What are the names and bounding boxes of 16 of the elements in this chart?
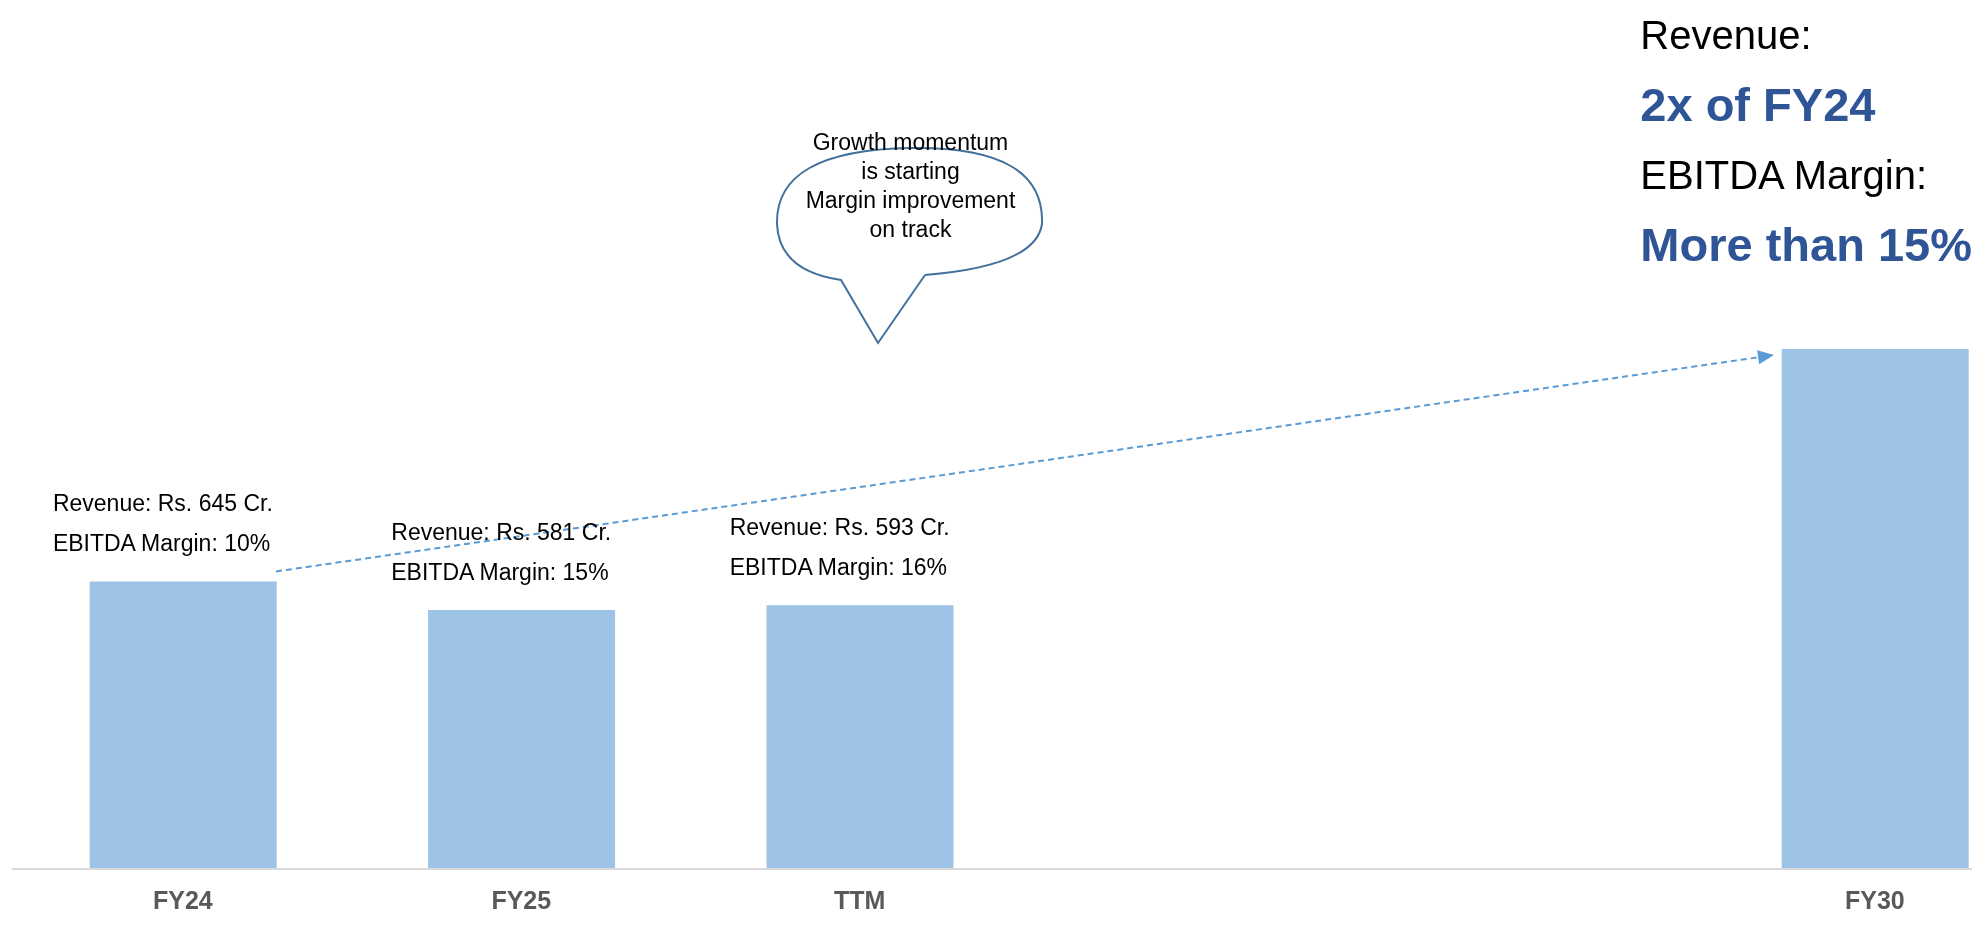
text: 2x of FY24 [1640, 77, 1877, 133]
bar [766, 605, 954, 869]
x-tick-label: FY30 [1845, 885, 1905, 914]
text: EBITDA Margin: [1640, 152, 1929, 199]
annotation: Revenue: Rs. 645 Cr. EBITDA Margin: 10% [52, 489, 273, 559]
text: Growth momentum is starting Margin improvement on track [804, 128, 1017, 244]
annotation: Revenue: Rs. 581 Cr. EBITDA Margin: 15% [391, 518, 612, 588]
bar [1781, 349, 1969, 869]
x-tick-label: FY25 [491, 885, 552, 914]
text: More than 15% [1640, 217, 1972, 273]
x-tick-label: TTM [834, 885, 886, 914]
bar [89, 581, 277, 869]
bar [428, 610, 616, 869]
annotation: Revenue: Rs. 593 Cr. EBITDA Margin: 16% [729, 513, 950, 583]
x-tick-label: FY24 [153, 885, 213, 914]
text: Revenue: [1640, 12, 1813, 59]
